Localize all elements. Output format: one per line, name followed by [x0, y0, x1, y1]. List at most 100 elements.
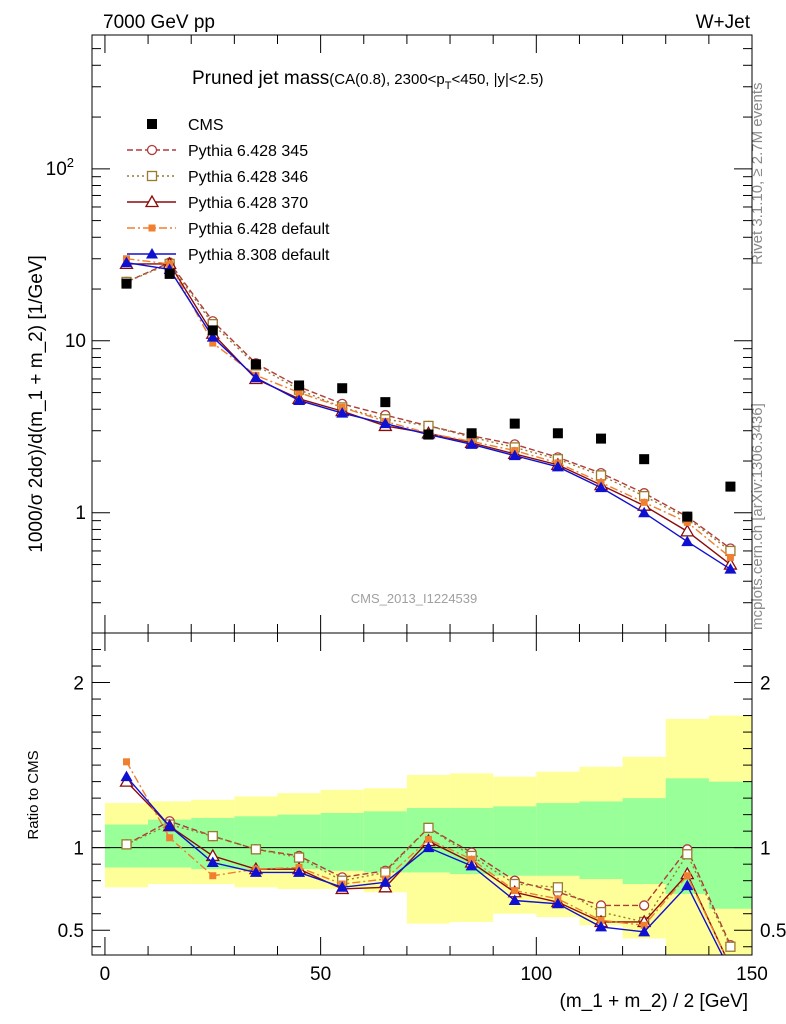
series-line-pythia-6-428-370: [126, 263, 731, 566]
inner-band-bin: [708, 781, 752, 909]
ratio-point-pythia-6-428-346: [552, 882, 564, 893]
ratio-point-pythia-8-308-default: [120, 770, 133, 782]
series-point-pythia-6-428-default: [295, 389, 303, 397]
x-tick-label: 150: [736, 964, 768, 985]
series-point-pythia-8-308-default: [379, 417, 392, 429]
legend-marker: [146, 144, 158, 156]
inner-band-bin: [536, 803, 580, 876]
ratio-point-pythia-8-308-default: [293, 866, 306, 877]
cms-point: [121, 278, 132, 289]
ratio-point-pythia-6-428-346: [725, 941, 736, 952]
cms-point: [380, 397, 391, 408]
ratio-point-pythia-6-428-346: [682, 849, 693, 860]
ratio-point-pythia-6-428-default: [511, 887, 519, 895]
x-axis-label: (m_1 + m_2) / 2 [GeV]: [560, 991, 749, 1012]
series-point-pythia-8-308-default: [120, 256, 133, 268]
rivet-label: Rivet 3.1.10, ≥ 2.7M events: [749, 83, 766, 266]
ratio-tick-label-right: 2: [760, 674, 771, 695]
series-point-pythia-8-308-default: [724, 563, 737, 574]
legend-label: CMS: [188, 117, 224, 134]
ratio-point-pythia-6-428-default: [640, 921, 648, 929]
cms-point: [466, 428, 477, 439]
y-tick-label-base: 10: [46, 159, 67, 180]
ratio-tick-label: 1: [73, 839, 84, 860]
inner-band-bin: [320, 812, 364, 871]
legend-marker: [146, 248, 158, 259]
uncertainty-bands: [104, 715, 752, 955]
y-tick-label-base: 10: [65, 331, 86, 352]
mcplots-label: mcplots.cern.ch [arXiv:1306.3436]: [749, 403, 766, 630]
legend-label: Pythia 6.428 345: [188, 143, 308, 160]
series-point-pythia-8-308-default: [465, 438, 478, 449]
ratio-point-pythia-6-428-346: [121, 839, 132, 850]
series-point-pythia-6-428-default: [640, 498, 648, 506]
y-tick-label-exp: 2: [67, 155, 74, 170]
cms-point: [207, 325, 218, 336]
y-tick-label-base: 1: [75, 503, 86, 524]
x-tick-label: 50: [310, 964, 331, 985]
series-line-pythia-8-308-default: [126, 261, 731, 570]
cms-data-points: [121, 268, 736, 522]
ratio-point-pythia-8-308-default: [379, 876, 392, 887]
ratio-point-pythia-6-428-346: [207, 830, 218, 842]
cms-point: [294, 380, 305, 391]
cms-point: [337, 383, 348, 394]
y-tick-label: 10: [65, 331, 86, 352]
y-tick-label: 102: [46, 155, 74, 180]
ratio-point-pythia-6-428-default: [597, 916, 605, 924]
legend-label: Pythia 6.428 370: [188, 195, 308, 212]
ratio-point-pythia-6-428-default: [123, 758, 131, 766]
legend-marker: [146, 170, 158, 182]
inner-band-bin: [579, 801, 623, 880]
energy-label: 7000 GeV pp: [103, 12, 215, 33]
ratio-frame: [91, 632, 753, 956]
ratio-point-pythia-6-428-346: [250, 844, 262, 855]
series-point-pythia-8-308-default: [638, 506, 651, 518]
ratio-tick-label-right: 1: [760, 839, 771, 860]
ratio-tick-label-right: 0.5: [760, 921, 786, 942]
series-line-pythia-6-428-default: [126, 258, 731, 558]
ratio-series-layer: [119, 758, 736, 955]
series-point-pythia-8-308-default: [293, 394, 306, 405]
ratio-point-pythia-6-428-346: [423, 822, 434, 834]
ratio-point-pythia-6-428-346: [293, 852, 305, 863]
ratio-point-pythia-8-308-default: [336, 881, 349, 892]
ratio-axis-label: Ratio to CMS: [25, 750, 42, 839]
cms-point: [423, 429, 434, 440]
ratio-tick-label: 0.5: [58, 921, 84, 942]
x-tick-label: 100: [520, 964, 552, 985]
ratio-point-pythia-6-428-default: [468, 855, 476, 863]
cms-point: [596, 433, 607, 444]
ratio-point-pythia-6-428-default: [424, 835, 432, 843]
ratio-point-pythia-8-308-default: [206, 856, 219, 868]
legend-marker: [144, 194, 160, 208]
y-tick-label: 1: [75, 503, 86, 524]
ratio-point-pythia-8-308-default: [508, 894, 521, 906]
inner-band-bin: [363, 811, 407, 873]
ratio-point-pythia-8-308-default: [249, 866, 262, 877]
series-line-pythia-6-428-345: [126, 261, 731, 550]
ratio-point-pythia-8-308-default: [681, 879, 694, 891]
legend-label: Pythia 6.428 346: [188, 169, 308, 186]
y-axis-label: 1000/σ 2dσ)/d(m_1 + m_2) [1/GeV]: [26, 255, 47, 553]
ratio-point-pythia-6-428-default: [209, 872, 217, 880]
cms-point: [682, 511, 693, 522]
main-series-layer: [119, 255, 738, 574]
analysis-id: CMS_2013_I1224539: [351, 591, 478, 606]
ratio-point-pythia-6-428-345: [639, 900, 650, 911]
series-point-pythia-8-308-default: [551, 460, 564, 472]
series-point-pythia-6-428-default: [683, 518, 691, 526]
ratio-point-pythia-8-308-default: [163, 820, 176, 831]
cms-point: [164, 268, 175, 279]
ratio-point-pythia-8-308-default: [595, 920, 608, 932]
legend-label: Pythia 6.428 default: [188, 221, 330, 238]
ratio-point-pythia-8-308-default: [551, 897, 564, 909]
cms-point: [725, 481, 736, 492]
series-point-pythia-8-308-default: [508, 449, 521, 461]
inner-band-bin: [622, 798, 666, 884]
cms-point: [639, 454, 650, 465]
series-point-pythia-6-428-default: [726, 553, 734, 561]
inner-band-bin: [493, 806, 537, 876]
ratio-point-pythia-6-428-default: [166, 834, 174, 842]
ratio-point-pythia-8-308-default: [465, 859, 478, 871]
